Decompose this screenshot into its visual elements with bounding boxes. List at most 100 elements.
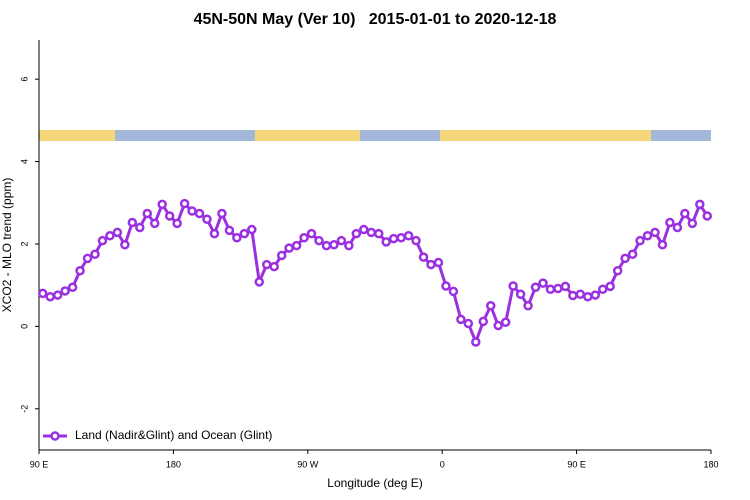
point bbox=[575, 289, 586, 299]
point bbox=[680, 208, 690, 219]
point bbox=[291, 240, 302, 251]
point bbox=[90, 249, 100, 260]
point bbox=[344, 240, 354, 251]
point bbox=[217, 208, 227, 219]
point bbox=[149, 218, 160, 229]
point bbox=[597, 284, 608, 295]
point bbox=[254, 277, 265, 287]
y-tick-label: 6 bbox=[19, 77, 29, 82]
point bbox=[418, 252, 429, 262]
point bbox=[515, 289, 526, 299]
point bbox=[485, 301, 496, 311]
point bbox=[314, 235, 324, 246]
point bbox=[97, 235, 108, 246]
point bbox=[366, 227, 377, 238]
point bbox=[560, 281, 571, 292]
x-axis-label: Longitude (deg E) bbox=[327, 476, 422, 490]
point bbox=[590, 290, 601, 300]
point bbox=[411, 235, 421, 246]
point bbox=[665, 217, 675, 228]
point bbox=[642, 230, 653, 241]
point bbox=[612, 266, 623, 276]
point bbox=[687, 218, 698, 229]
point bbox=[37, 288, 48, 299]
x-tick-label: 0 bbox=[440, 459, 445, 469]
point bbox=[672, 222, 683, 233]
point bbox=[82, 253, 93, 264]
point bbox=[351, 228, 362, 239]
point bbox=[224, 225, 235, 236]
point bbox=[202, 214, 212, 224]
point bbox=[269, 261, 279, 272]
point bbox=[500, 317, 511, 328]
point bbox=[471, 337, 481, 347]
point bbox=[433, 257, 444, 268]
point bbox=[523, 301, 533, 311]
point bbox=[247, 224, 257, 235]
point bbox=[657, 240, 668, 250]
point bbox=[276, 250, 287, 261]
point bbox=[179, 198, 190, 209]
point bbox=[157, 199, 167, 210]
y-tick-label: -2 bbox=[19, 405, 29, 413]
y-tick-label: 0 bbox=[19, 324, 29, 329]
point bbox=[105, 230, 115, 241]
point bbox=[194, 208, 205, 219]
point bbox=[620, 253, 630, 264]
point bbox=[456, 314, 466, 325]
point bbox=[209, 228, 220, 239]
point bbox=[299, 233, 309, 243]
point bbox=[448, 286, 459, 297]
point bbox=[373, 228, 384, 239]
point bbox=[538, 278, 548, 288]
point bbox=[396, 233, 406, 243]
x-tick-label: 90 W bbox=[297, 459, 319, 469]
point bbox=[695, 199, 705, 210]
point bbox=[329, 240, 339, 250]
legend-marker bbox=[50, 431, 60, 441]
point bbox=[261, 259, 272, 270]
point bbox=[530, 282, 541, 292]
point bbox=[172, 218, 182, 229]
legend-label: Land (Nadir&Glint) and Ocean (Glint) bbox=[75, 428, 272, 442]
point bbox=[426, 259, 436, 270]
point bbox=[67, 282, 78, 292]
point bbox=[635, 235, 645, 246]
point bbox=[359, 224, 369, 235]
point bbox=[553, 283, 563, 294]
point bbox=[187, 206, 197, 216]
point bbox=[60, 286, 70, 296]
point bbox=[52, 290, 63, 300]
point bbox=[164, 211, 175, 221]
point bbox=[232, 233, 242, 243]
point bbox=[650, 227, 660, 238]
point bbox=[239, 228, 250, 239]
point bbox=[127, 217, 138, 228]
x-tick-label: 90 E bbox=[567, 459, 586, 469]
point bbox=[493, 320, 503, 331]
point bbox=[702, 211, 713, 221]
point bbox=[568, 290, 578, 301]
point bbox=[605, 281, 615, 292]
point bbox=[388, 233, 399, 244]
point bbox=[478, 316, 489, 327]
x-tick-label: 180 bbox=[703, 459, 718, 469]
point bbox=[627, 249, 638, 260]
point bbox=[508, 281, 518, 291]
point bbox=[381, 237, 391, 247]
x-tick-label: 180 bbox=[166, 459, 181, 469]
point bbox=[112, 227, 123, 238]
point bbox=[135, 222, 145, 233]
point bbox=[463, 318, 474, 329]
y-axis-label: XCO2 - MLO trend (ppm) bbox=[0, 178, 14, 313]
y-tick-label: 2 bbox=[19, 241, 29, 246]
point bbox=[321, 240, 332, 251]
chart-title: 45N-50N May (Ver 10) 2015-01-01 to 2020-… bbox=[194, 11, 557, 28]
x-tick-label: 90 E bbox=[30, 459, 49, 469]
point bbox=[142, 208, 153, 219]
point bbox=[545, 284, 556, 295]
point bbox=[75, 266, 85, 276]
point bbox=[284, 243, 294, 253]
point bbox=[583, 291, 593, 302]
